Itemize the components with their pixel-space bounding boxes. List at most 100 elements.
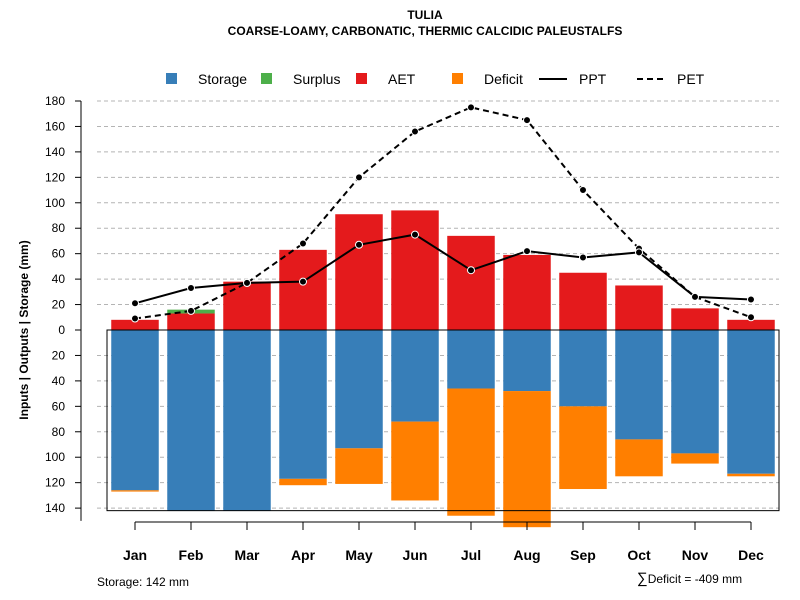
aet-bar — [447, 235, 495, 330]
deficit-bar — [391, 421, 439, 501]
ppt-point — [299, 277, 307, 286]
pet-point — [131, 314, 139, 323]
storage-bar — [335, 330, 383, 449]
legend-label: Storage — [198, 71, 247, 87]
legend-label: AET — [388, 71, 416, 87]
x-tick-label: Dec — [738, 547, 764, 563]
y-tick-label: 100 — [45, 196, 65, 210]
deficit-bar — [279, 478, 327, 486]
ppt-point — [635, 248, 643, 257]
y-tick-label: 120 — [45, 170, 65, 184]
storage-bar — [671, 330, 719, 454]
y-tick-label: 20 — [52, 348, 66, 362]
storage-bar — [559, 330, 607, 407]
aet-bar — [559, 272, 607, 330]
x-tick-label: Feb — [179, 547, 204, 563]
ppt-point — [243, 278, 251, 287]
sigma-symbol: ∑ — [637, 570, 648, 587]
pet-point — [299, 239, 307, 248]
pet-point — [579, 186, 587, 195]
x-tick-label: Jan — [123, 547, 147, 563]
pet-point — [467, 103, 475, 112]
ppt-point — [187, 284, 195, 293]
deficit-summary-text: Deficit = -409 mm — [647, 572, 743, 586]
aet-bar — [615, 285, 663, 330]
deficit-bar — [335, 448, 383, 484]
aet-bar — [223, 281, 271, 330]
ppt-point — [691, 292, 699, 301]
ppt-point — [355, 240, 363, 249]
storage-bar — [111, 330, 159, 491]
chart-title: TULIA — [407, 8, 443, 22]
aet-bar — [335, 214, 383, 330]
legend-swatch — [166, 73, 177, 84]
x-tick-label: Aug — [513, 547, 540, 563]
ppt-point — [523, 247, 531, 256]
x-tick-label: Jun — [403, 547, 428, 563]
y-tick-label: 40 — [52, 374, 66, 388]
y-tick-label: 80 — [52, 221, 66, 235]
legend-swatch — [261, 73, 272, 84]
legend-label: Deficit — [484, 71, 523, 87]
aet-bar — [727, 319, 775, 330]
aet-bar — [167, 313, 215, 330]
y-tick-label: 180 — [45, 94, 65, 108]
x-tick-label: Mar — [235, 547, 260, 563]
ppt-point — [747, 295, 755, 304]
storage-bar — [727, 330, 775, 474]
storage-bar — [391, 330, 439, 422]
deficit-bar — [671, 453, 719, 464]
pet-point — [411, 127, 419, 136]
storage-summary: Storage: 142 mm — [97, 575, 190, 589]
y-tick-label: 0 — [58, 323, 65, 337]
pet-point — [187, 306, 195, 315]
legend-swatch — [356, 73, 367, 84]
x-tick-label: Oct — [627, 547, 651, 563]
y-tick-label: 120 — [45, 476, 65, 490]
storage-bar — [615, 330, 663, 440]
storage-bar — [167, 330, 215, 511]
ppt-point — [467, 266, 475, 275]
y-tick-label: 140 — [45, 501, 65, 515]
y-tick-label: 40 — [52, 272, 66, 286]
deficit-bar — [447, 388, 495, 516]
aet-bar — [391, 210, 439, 330]
deficit-summary: ∑Deficit = -409 mm — [637, 570, 742, 587]
ppt-point — [579, 253, 587, 262]
aet-bar — [503, 254, 551, 330]
y-tick-label: 80 — [52, 425, 66, 439]
pet-point — [747, 313, 755, 322]
storage-bar — [223, 330, 271, 511]
y-tick-label: 100 — [45, 450, 65, 464]
deficit-bar — [727, 473, 775, 477]
chart-subtitle: COARSE-LOAMY, CARBONATIC, THERMIC CALCID… — [227, 24, 623, 38]
legend-label: PET — [677, 71, 705, 87]
y-axis-label: Inputs | Outputs | Storage (mm) — [17, 240, 31, 419]
legend-swatch — [452, 73, 463, 84]
x-tick-label: Sep — [570, 547, 596, 563]
ppt-point — [131, 299, 139, 308]
legend-label: Surplus — [293, 71, 340, 87]
pet-point — [355, 173, 363, 182]
pet-point — [523, 116, 531, 125]
storage-bar — [279, 330, 327, 479]
deficit-bar — [111, 490, 159, 492]
aet-bar — [111, 319, 159, 330]
ppt-line — [134, 233, 752, 305]
deficit-bar — [559, 406, 607, 490]
y-tick-label: 60 — [52, 247, 66, 261]
deficit-bar — [503, 391, 551, 528]
storage-bar — [503, 330, 551, 392]
deficit-bar — [615, 439, 663, 477]
x-tick-label: Jul — [461, 547, 481, 563]
y-tick-label: 160 — [45, 119, 65, 133]
x-tick-label: May — [345, 547, 372, 563]
y-tick-label: 60 — [52, 399, 66, 413]
aet-bar — [279, 249, 327, 330]
aet-bar — [671, 308, 719, 330]
y-tick-label: 140 — [45, 145, 65, 159]
storage-bar — [447, 330, 495, 389]
legend-label: PPT — [579, 71, 607, 87]
x-tick-label: Nov — [682, 547, 709, 563]
